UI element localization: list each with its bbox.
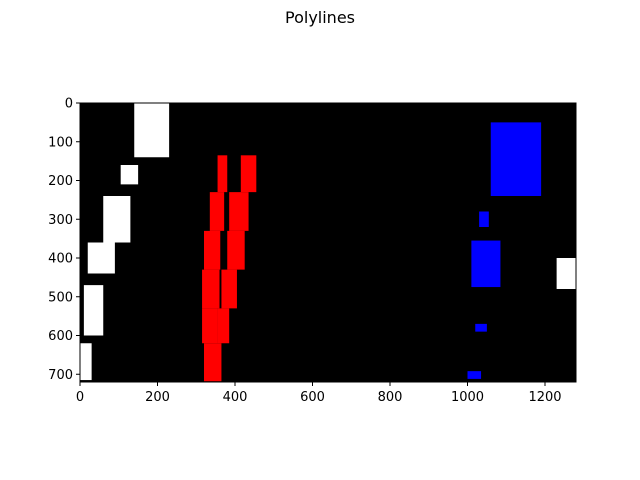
x-tick-label: 200	[145, 390, 170, 405]
white-segment	[103, 196, 131, 243]
blue-segment	[467, 371, 482, 379]
x-tick-label: 1200	[528, 390, 561, 405]
red-segment	[204, 230, 221, 270]
y-tick-label: 500	[48, 290, 73, 305]
y-tick-label: 400	[48, 252, 73, 267]
red-segment	[217, 155, 228, 193]
x-tick-label: 1000	[451, 390, 484, 405]
y-tick-label: 300	[48, 213, 73, 228]
white-segment	[80, 343, 92, 381]
chart-title: Polylines	[285, 8, 355, 27]
y-tick-label: 0	[65, 97, 73, 112]
red-segment	[204, 343, 222, 382]
red-segment	[221, 269, 237, 309]
white-segment	[556, 258, 576, 289]
x-tick-label: 400	[223, 390, 248, 405]
axes-frame	[79, 102, 577, 383]
y-tick-label: 600	[48, 329, 73, 344]
y-axis: 0 100 200 300 400 500 600 700	[48, 97, 80, 383]
blue-segment	[490, 122, 542, 196]
red-segment	[209, 192, 225, 231]
red-segment	[240, 155, 257, 193]
blue-segment	[471, 240, 501, 288]
y-tick-label: 100	[48, 135, 73, 150]
red-segment	[202, 269, 220, 309]
white-segment	[134, 103, 170, 158]
red-segment	[229, 192, 249, 231]
blue-lane-pixels	[467, 122, 542, 379]
white-lane-pixels	[80, 103, 576, 381]
red-segment	[217, 308, 230, 344]
red-lane-pixels	[202, 155, 257, 382]
blue-segment	[475, 323, 487, 332]
blue-segment	[479, 211, 489, 227]
lane-regions	[80, 103, 576, 382]
x-axis: 0 200 400 600 800 1000 1200	[76, 382, 562, 405]
x-tick-label: 800	[378, 390, 403, 405]
red-segment	[227, 230, 245, 270]
red-segment	[202, 308, 218, 344]
white-segment	[87, 242, 115, 274]
x-tick-label: 600	[300, 390, 325, 405]
y-tick-label: 700	[48, 368, 73, 383]
white-segment	[83, 285, 104, 336]
y-tick-label: 200	[48, 174, 73, 189]
white-segment	[120, 165, 139, 185]
x-tick-label: 0	[76, 390, 84, 405]
